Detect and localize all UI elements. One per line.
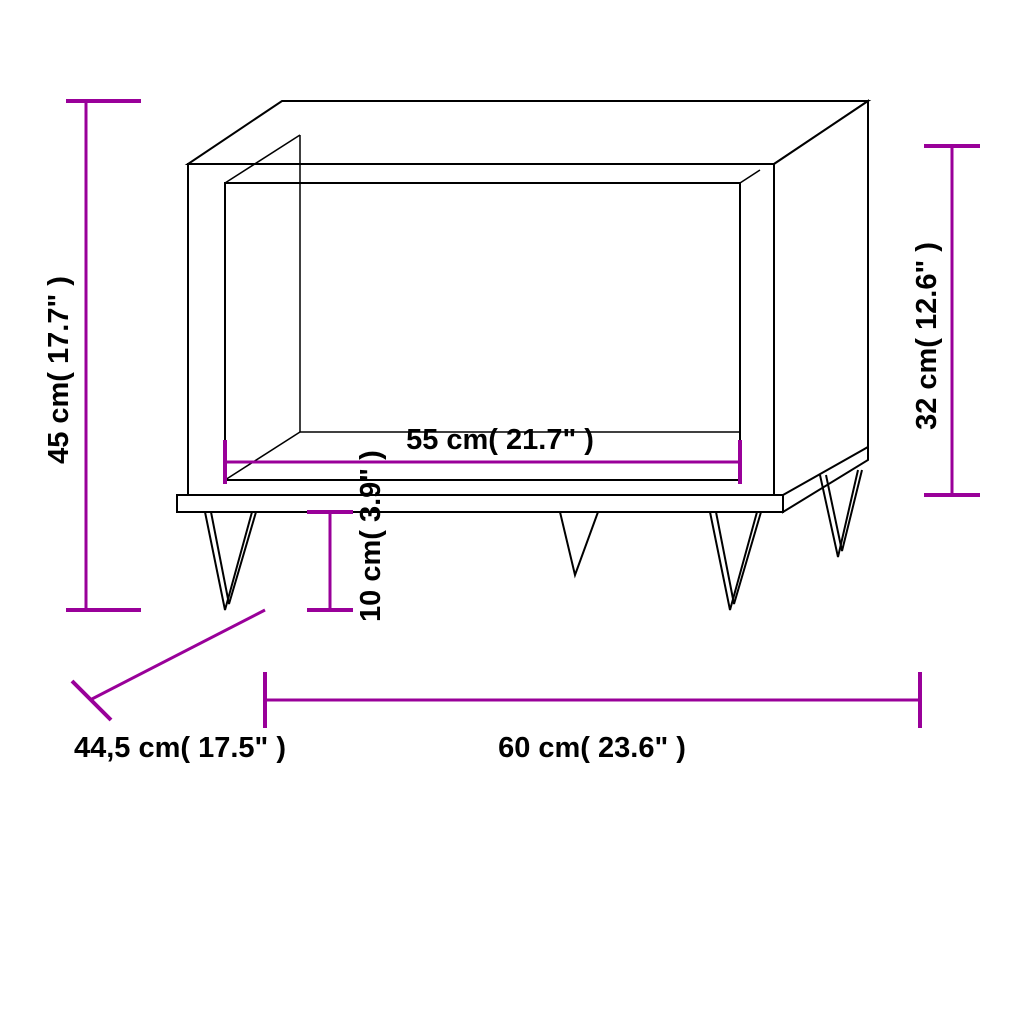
leg-back-left	[560, 512, 598, 575]
dimension-diagram: 45 cm( 17.7" ) 32 cm( 12.6" ) 60 cm( 23.…	[0, 0, 1024, 1024]
label-height-total: 45 cm( 17.7" )	[43, 276, 75, 464]
product-base-plate	[177, 495, 783, 512]
label-leg-height: 10 cm( 3.9" )	[355, 450, 387, 622]
label-depth: 44,5 cm( 17.5" )	[74, 732, 286, 764]
label-width: 60 cm( 23.6" )	[498, 732, 686, 764]
leg-front-left	[205, 512, 256, 610]
label-box-height: 32 cm( 12.6" )	[911, 242, 943, 430]
leg-front-right	[710, 512, 761, 610]
product-side-face	[774, 101, 868, 509]
dim-width	[265, 672, 920, 728]
dim-depth	[72, 610, 265, 720]
dim-leg-height	[307, 512, 353, 610]
dim-height-total	[66, 101, 141, 610]
product-top-face	[188, 101, 868, 164]
label-compartment-width: 55 cm( 21.7" )	[406, 424, 594, 456]
